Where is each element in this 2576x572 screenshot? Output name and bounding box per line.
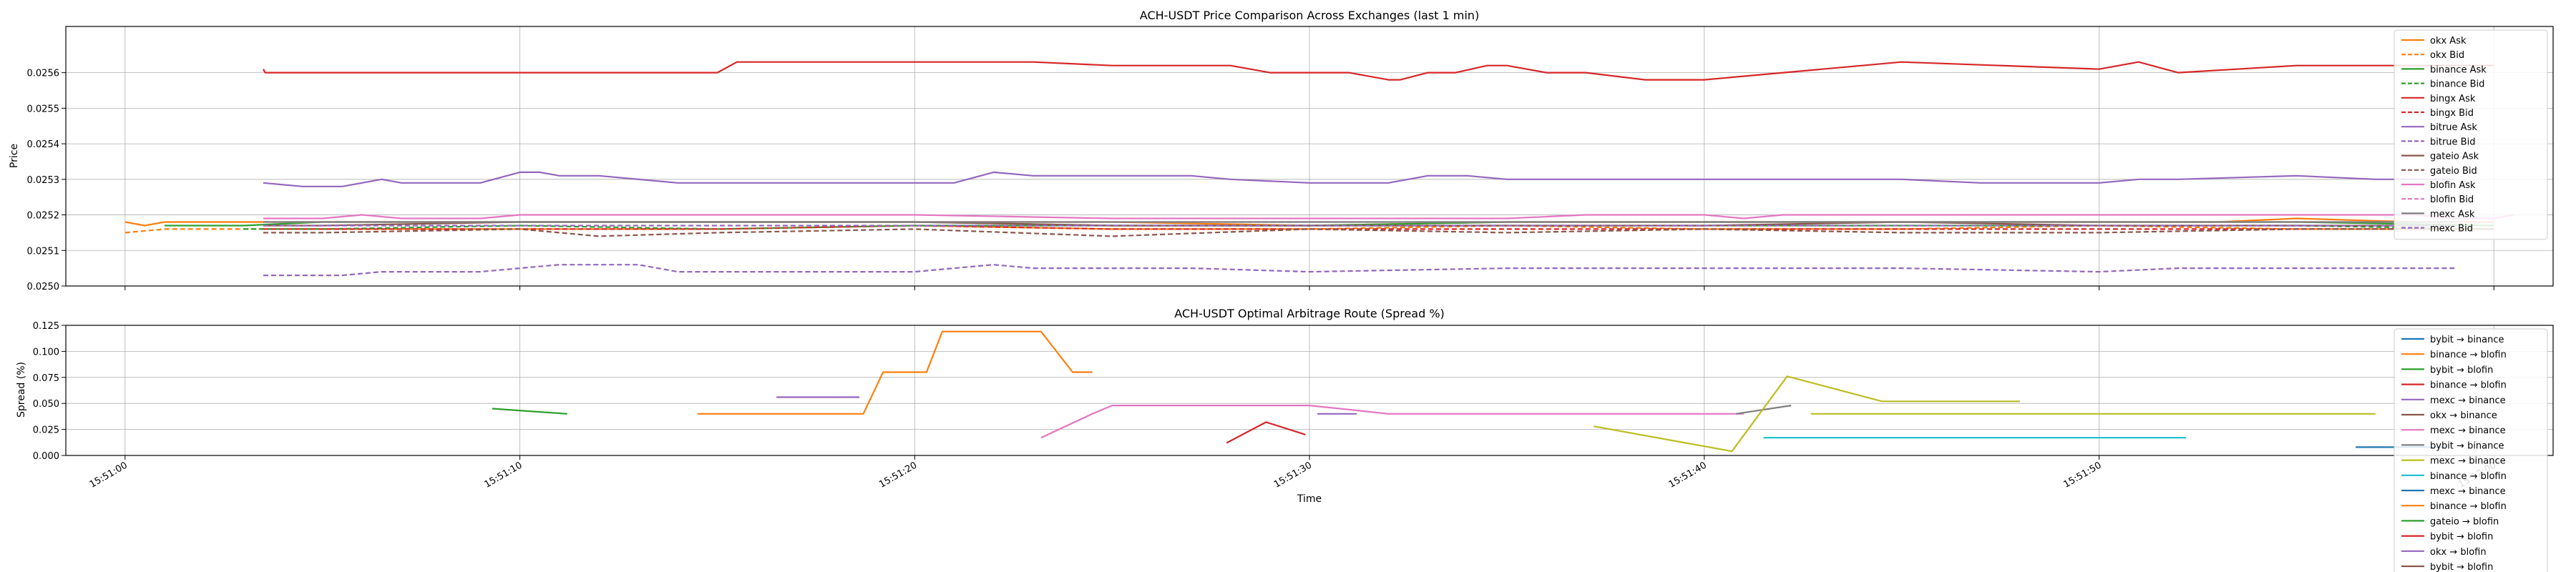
price-chart-ticks: 0.0250 0.0251 0.0252 0.0253 0.0254 0.0255 0.02… <box>27 69 2494 292</box>
spread-ytick-label: 0.000 <box>33 451 59 462</box>
spread-chart-title: ACH-USDT Optimal Arbitrage Route (Spread… <box>1174 307 1445 320</box>
spread-series-line <box>1040 404 1744 439</box>
price-legend-label: gateio Ask <box>2430 152 2479 162</box>
spread-series-line <box>697 330 1093 415</box>
spread-legend-label: okx → blofin <box>2430 547 2487 558</box>
price-series-line <box>263 228 2455 237</box>
spread-legend-label: binance → blofin <box>2430 380 2507 391</box>
spread-series-line <box>1226 421 1306 444</box>
spread-ytick-label: 0.125 <box>33 321 59 332</box>
price-chart-series <box>125 61 2514 277</box>
price-legend-label: bitrue Ask <box>2430 122 2477 133</box>
price-series-line <box>262 61 2494 81</box>
price-legend-label: okx Ask <box>2430 36 2467 46</box>
spread-legend-box <box>2394 328 2548 572</box>
price-series-line <box>125 225 2494 234</box>
spread-legend-label: bybit → binance <box>2430 440 2504 451</box>
spread-chart-xlabel: Time <box>1297 493 1322 505</box>
price-chart-title: ACH-USDT Price Comparison Across Exchang… <box>1140 9 1479 22</box>
spread-ytick-label: 0.025 <box>33 425 59 436</box>
spread-legend-label: mexc → binance <box>2430 456 2506 467</box>
price-legend-label: blofin Bid <box>2430 194 2474 205</box>
spread-legend-label: gateio → blofin <box>2430 516 2499 527</box>
price-legend-label: binance Ask <box>2430 64 2487 75</box>
spread-legend-label: mexc → binance <box>2430 486 2506 497</box>
spread-legend-label: mexc → binance <box>2430 425 2506 436</box>
spread-legend-label: bybit → binance <box>2430 335 2504 345</box>
price-ytick-label: 0.0256 <box>27 69 60 79</box>
spread-legend-label: bybit → blofin <box>2430 562 2493 572</box>
spread-legend-label: mexc → binance <box>2430 395 2506 406</box>
spread-ytick-label: 0.050 <box>33 399 59 410</box>
price-series-line <box>263 264 2455 277</box>
price-legend-label: blofin Ask <box>2430 180 2476 191</box>
price-legend-label: binance Bid <box>2430 79 2484 90</box>
price-ytick-label: 0.0251 <box>27 246 60 257</box>
spread-ytick-label: 0.100 <box>33 347 59 358</box>
price-series-line <box>263 214 2514 220</box>
spread-legend-label: bybit → blofin <box>2430 365 2493 375</box>
price-legend-label: mexc Ask <box>2430 209 2475 220</box>
spread-legend-label: okx → binance <box>2430 410 2497 421</box>
price-legend-box <box>2394 29 2548 240</box>
price-ytick-label: 0.0252 <box>27 211 60 222</box>
spread-legend-label: binance → blofin <box>2430 471 2507 482</box>
price-chart-ylabel: Price <box>9 144 20 168</box>
spread-chart-legend: bybit → binance binance → blofin bybit → b… <box>2394 328 2548 572</box>
price-legend-label: gateio Bid <box>2430 166 2477 177</box>
price-legend-label: bingx Bid <box>2430 108 2474 119</box>
spread-legend-label: binance → blofin <box>2430 350 2507 360</box>
price-chart-legend: okx Ask okx Bid binance Ask binance Bid bing… <box>2394 29 2548 240</box>
spread-chart-ylabel: Spread (%) <box>16 362 27 418</box>
price-ytick-label: 0.0255 <box>27 104 60 114</box>
price-legend-label: bingx Ask <box>2430 94 2476 104</box>
price-legend-label: okx Bid <box>2430 50 2464 61</box>
spread-ytick-label: 0.075 <box>33 373 59 384</box>
spread-series-line <box>492 408 567 415</box>
spread-legend-label: bybit → blofin <box>2430 532 2493 543</box>
price-legend-label: bitrue Bid <box>2430 137 2475 147</box>
price-ytick-label: 0.0250 <box>27 282 60 292</box>
spread-legend-label: binance → blofin <box>2430 501 2507 512</box>
price-legend-label: mexc Bid <box>2430 224 2473 235</box>
spread-series-line <box>1594 375 2021 453</box>
price-ytick-label: 0.0254 <box>27 139 60 150</box>
price-ytick-label: 0.0253 <box>27 175 60 186</box>
price-comparison-chart: ACH-USDT Price Comparison Across Exchang… <box>9 9 2554 292</box>
price-series-line <box>263 171 2455 187</box>
